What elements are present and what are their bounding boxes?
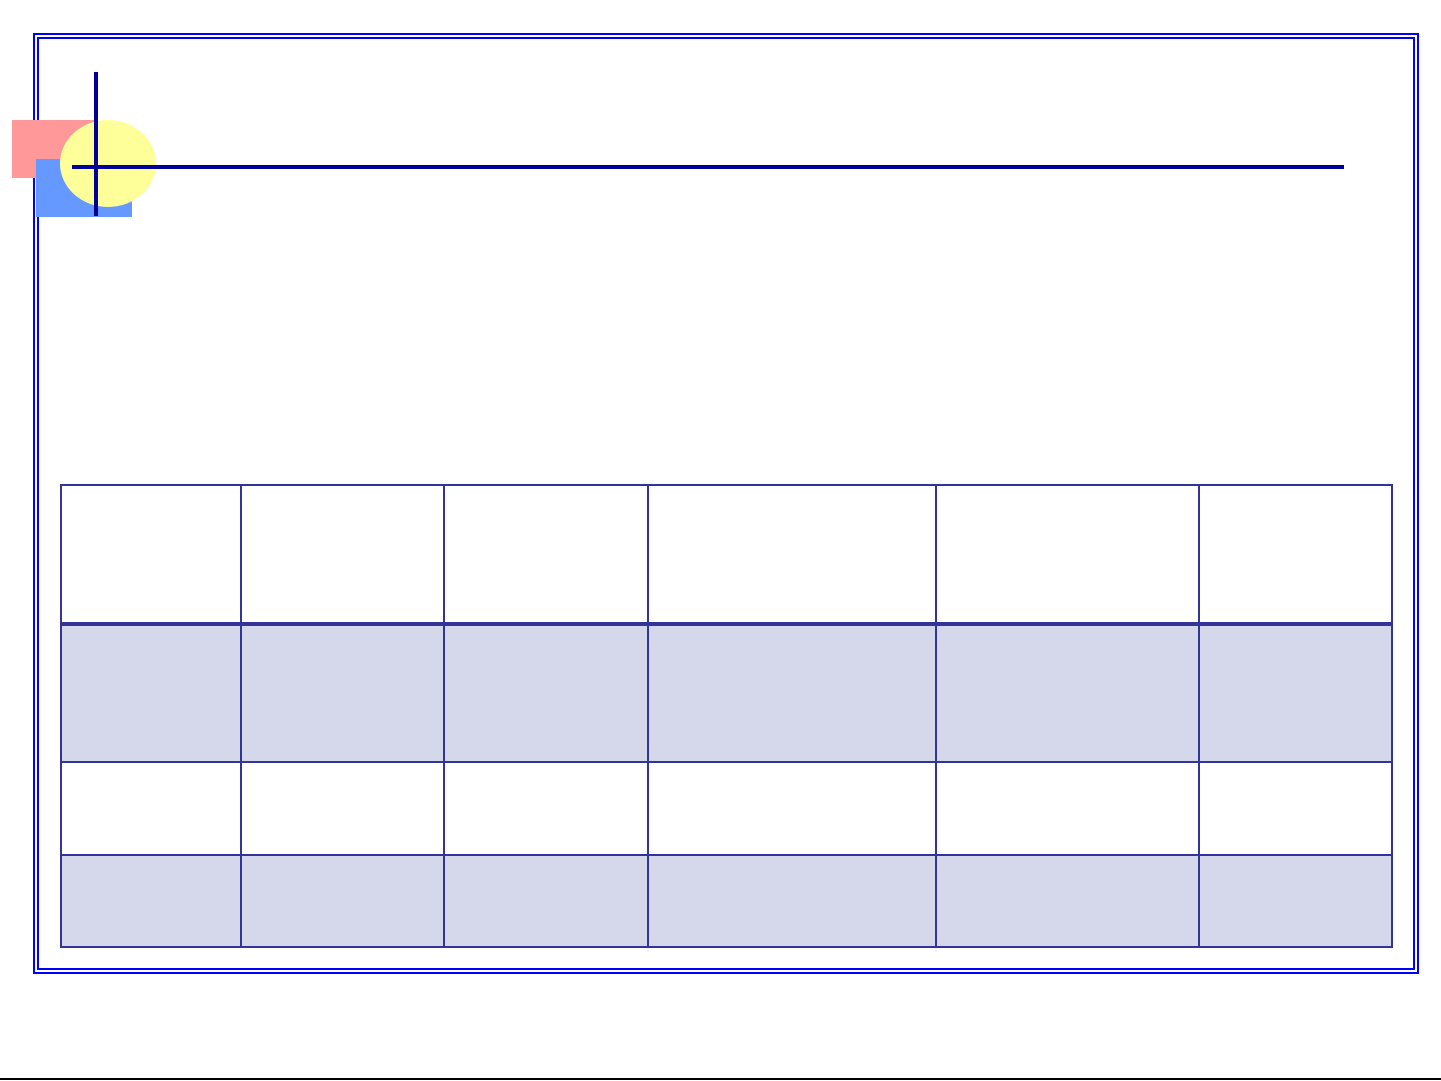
table-cell[interactable]: [1198, 853, 1393, 949]
slide-frame-outer: [33, 33, 1419, 974]
table-cell[interactable]: [60, 622, 242, 764]
window-bottom-edge: [0, 1078, 1441, 1080]
table-cell[interactable]: [1198, 761, 1393, 856]
table-cell[interactable]: [239, 761, 446, 856]
table-row: [60, 853, 1393, 949]
table-row: [60, 622, 1393, 764]
table-cell[interactable]: [647, 622, 937, 764]
table-cell[interactable]: [934, 761, 1201, 856]
table-cell[interactable]: [647, 761, 937, 856]
table-cell[interactable]: [60, 761, 242, 856]
table-cell[interactable]: [934, 622, 1201, 764]
table-header-row: [60, 484, 1393, 626]
table-cell[interactable]: [443, 622, 650, 764]
table-cell[interactable]: [1198, 622, 1393, 764]
table-cell[interactable]: [647, 853, 937, 949]
table-cell[interactable]: [239, 484, 446, 626]
table-cell[interactable]: [647, 484, 937, 626]
decor-vertical-line: [94, 72, 98, 216]
decor-yellow-circle: [60, 120, 156, 207]
table-cell[interactable]: [934, 853, 1201, 949]
table-cell[interactable]: [934, 484, 1201, 626]
table-cell[interactable]: [239, 622, 446, 764]
table-cell[interactable]: [443, 761, 650, 856]
table-row: [60, 761, 1393, 856]
data-table: [60, 484, 1393, 949]
slide-frame-inner: [37, 37, 1415, 970]
table-cell[interactable]: [60, 853, 242, 949]
table-cell[interactable]: [443, 853, 650, 949]
table-cell[interactable]: [60, 484, 242, 626]
title-underline: [72, 165, 1344, 169]
table-cell[interactable]: [443, 484, 650, 626]
table-cell[interactable]: [239, 853, 446, 949]
table-cell[interactable]: [1198, 484, 1393, 626]
